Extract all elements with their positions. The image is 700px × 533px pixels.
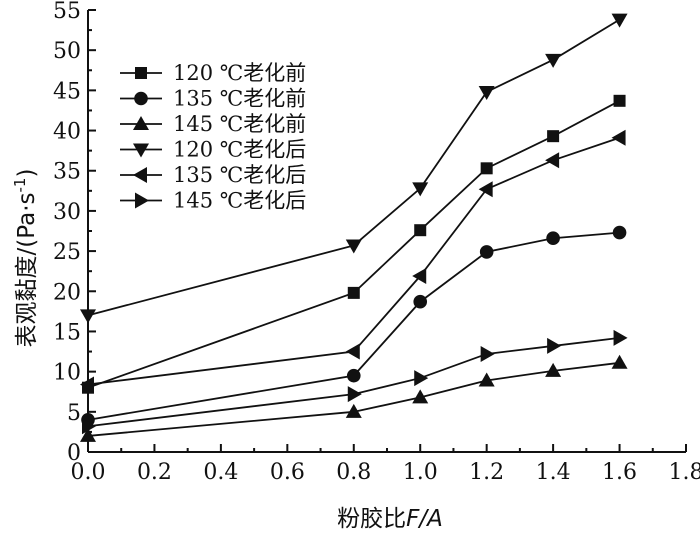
data-point <box>414 224 427 237</box>
x-axis-title-text: 粉胶比 <box>337 506 406 532</box>
data-point <box>413 294 428 309</box>
x-axis-title-italic: F/A <box>406 506 443 532</box>
data-point <box>345 239 362 254</box>
data-point <box>545 53 562 68</box>
series-layer <box>80 13 628 442</box>
data-point <box>346 368 361 383</box>
data-point <box>478 372 495 387</box>
series-line <box>87 336 620 428</box>
series-3 <box>80 354 628 442</box>
legend-item: 145 ℃老化前 <box>120 112 306 136</box>
data-point <box>611 129 626 146</box>
series-line <box>87 361 620 437</box>
legend-marker <box>135 192 149 209</box>
y-axis-title: 表观黏度/(Pa·s-1) <box>11 169 40 348</box>
data-point <box>80 427 96 442</box>
data-point <box>347 286 360 299</box>
y-tick-label: 30 <box>53 200 81 225</box>
legend-marker <box>133 143 149 158</box>
x-axis-title: 粉胶比F/A <box>337 506 443 532</box>
series-6 <box>82 329 628 435</box>
data-point <box>480 162 493 175</box>
legend-item: 145 ℃老化后 <box>120 189 306 213</box>
data-point <box>611 13 628 28</box>
legend-label: 135 ℃老化前 <box>173 87 306 111</box>
series-line <box>87 100 620 389</box>
data-point <box>345 343 360 360</box>
data-point <box>480 345 495 362</box>
y-tick-label: 40 <box>53 120 81 145</box>
data-point <box>412 268 427 285</box>
data-point <box>347 386 362 403</box>
legend-label: 145 ℃老化后 <box>173 189 306 213</box>
x-tick-label: 1.4 <box>536 460 571 485</box>
data-point <box>545 152 560 169</box>
data-point <box>478 181 493 198</box>
series-line <box>87 136 620 386</box>
axes: 0.0 0.2 0.4 0.6 0.8 1.0 1.2 1.4 1.6 1.8 0 5 10 15 20 25… <box>53 0 700 485</box>
y-tick-label: 45 <box>53 79 81 104</box>
x-tick-label: 0.6 <box>270 460 305 485</box>
y-axis-title-close: ) <box>14 169 40 178</box>
legend-item: 135 ℃老化前 <box>120 87 306 111</box>
y-axis-title-text: 表观黏度/(Pa·s <box>14 193 40 348</box>
y-tick-label: 0 <box>67 441 81 466</box>
series-line <box>87 231 620 421</box>
series-2 <box>81 225 627 427</box>
series-line <box>87 18 621 317</box>
y-axis-title-superscript: -1 <box>11 178 29 193</box>
x-tick-label: 1.8 <box>669 460 700 485</box>
data-point <box>611 354 628 369</box>
data-point <box>414 370 429 387</box>
data-point <box>412 182 429 197</box>
data-point <box>545 362 562 377</box>
data-point <box>546 231 560 246</box>
data-point <box>613 329 628 346</box>
legend-item: 120 ℃老化前 <box>120 61 306 85</box>
x-tick-label: 1.6 <box>602 460 637 485</box>
x-tick-label: 1.2 <box>469 460 504 485</box>
data-point <box>412 389 429 404</box>
legend-label: 145 ℃老化前 <box>173 112 306 136</box>
data-point <box>345 403 362 418</box>
data-point <box>547 130 560 143</box>
legend-marker <box>133 167 147 183</box>
x-tick-label: 0.0 <box>71 460 106 485</box>
data-point <box>479 245 494 259</box>
data-point <box>82 418 96 435</box>
y-tick-label: 15 <box>53 320 81 345</box>
y-tick-label: 50 <box>53 39 81 64</box>
data-point <box>80 309 96 324</box>
y-tick-label: 35 <box>53 160 81 185</box>
legend-item: 135 ℃老化后 <box>120 163 306 187</box>
legend-label: 120 ℃老化后 <box>173 138 306 162</box>
y-tick-label: 5 <box>67 401 81 426</box>
x-tick-label: 0.2 <box>137 460 172 485</box>
legend-label: 135 ℃老化后 <box>173 163 306 187</box>
x-tick-label: 1.0 <box>403 460 438 485</box>
legend-item: 120 ℃老化后 <box>120 138 306 162</box>
y-tick-label: 20 <box>53 280 81 305</box>
data-point <box>613 94 626 107</box>
data-point <box>612 225 627 240</box>
legend-label: 120 ℃老化前 <box>173 61 306 85</box>
series-5 <box>80 129 626 393</box>
x-tick-label: 0.8 <box>336 460 371 485</box>
series-4 <box>80 13 628 324</box>
legend-marker <box>135 67 147 79</box>
y-tick-label: 55 <box>53 0 81 24</box>
y-tick-label: 25 <box>53 240 81 265</box>
data-point <box>478 85 495 100</box>
legend-marker <box>133 116 149 130</box>
legend-marker <box>134 91 148 106</box>
data-point <box>547 337 562 354</box>
y-tick-label: 10 <box>53 361 81 386</box>
x-tick-label: 0.4 <box>203 460 238 485</box>
data-point <box>80 376 94 393</box>
